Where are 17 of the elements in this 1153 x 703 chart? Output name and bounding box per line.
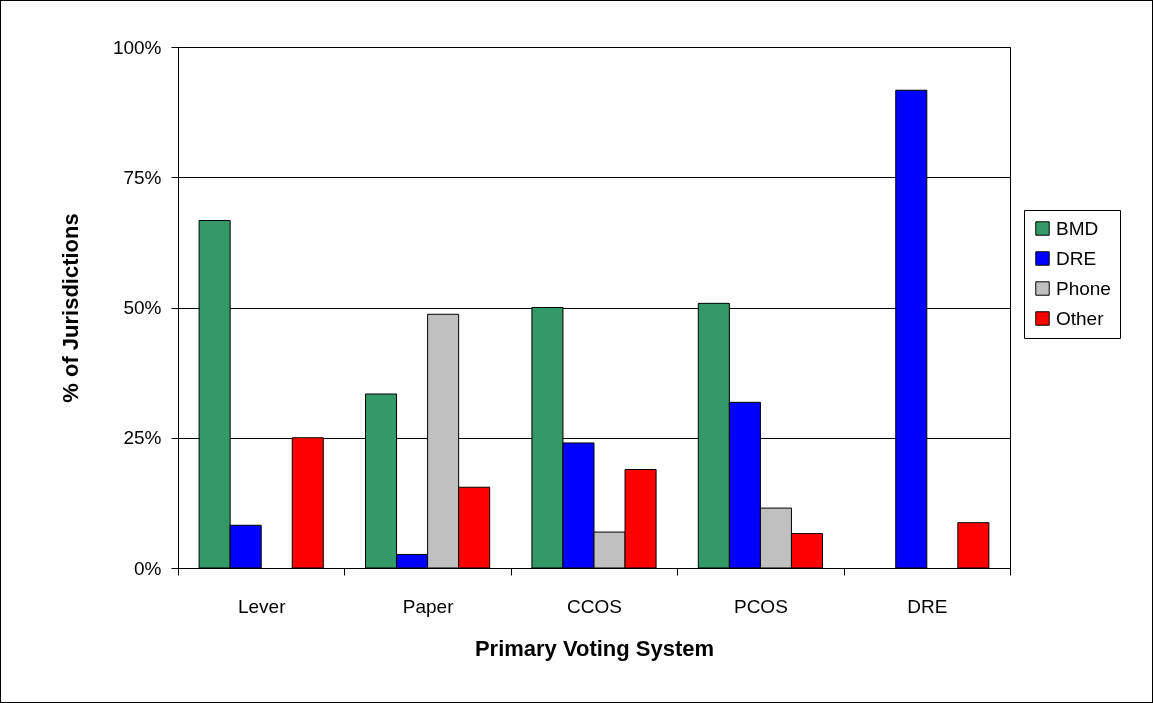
y-tick-label: 50% [123,297,162,318]
x-axis-title: Primary Voting System [474,635,715,661]
bar [957,522,990,569]
y-tick-label: 0% [134,557,162,579]
x-tick-label: CCOS [567,595,622,617]
legend-label: DRE [1056,247,1097,269]
x-tick-label: PCOS [733,595,788,617]
x-tick-label: DRE [907,595,948,617]
legend-label: Phone [1056,277,1111,299]
y-tick-label: 100% [112,36,162,58]
legend-label: Other [1056,307,1105,329]
y-tick-label: 25% [123,427,162,449]
x-tick-label: Lever [237,595,287,617]
y-tick-label: 75% [123,166,162,188]
legend-label: BMD [1056,217,1099,239]
x-tick-label: Paper [402,595,455,617]
y-axis-title: % of Jurisdictions [57,213,83,403]
